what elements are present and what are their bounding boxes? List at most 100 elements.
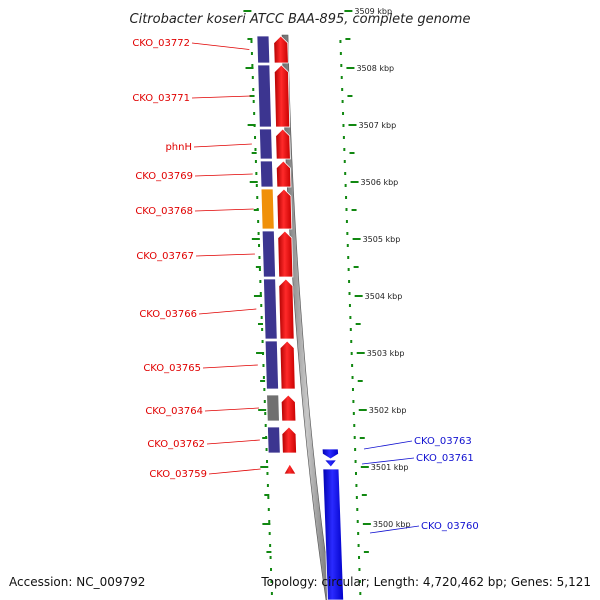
reverse-strand-track — [273, 35, 297, 475]
tick-mark — [346, 67, 355, 69]
tick-mark — [352, 238, 361, 240]
gene-label: CKO_03762 — [147, 439, 205, 450]
grid-dot — [352, 400, 355, 403]
tick-label: 3505 kbp — [363, 235, 401, 244]
tick-mark — [357, 380, 363, 382]
label-leader-line — [206, 439, 260, 445]
tick-mark — [245, 67, 254, 69]
grid-dot — [270, 568, 273, 571]
grid-dot — [341, 88, 344, 91]
gene-label: CKO_03771 — [132, 93, 190, 104]
gene-label: phnH — [165, 142, 192, 153]
grid-dot — [344, 172, 347, 175]
grid-dot — [350, 352, 353, 355]
grid-dot — [354, 448, 357, 451]
grid-dot — [260, 316, 263, 319]
grid-dot — [356, 520, 359, 523]
grid-dot — [355, 496, 358, 499]
genome-summary-text: Topology: circular; Length: 4,720,462 bp… — [261, 575, 591, 589]
grid-dot — [346, 232, 349, 235]
gene-label: CKO_03764 — [145, 406, 203, 417]
tick-label: 3504 kbp — [365, 292, 403, 301]
grid-dot — [353, 436, 356, 439]
reverse-gene-arrow — [278, 278, 295, 340]
cog-block — [261, 230, 276, 278]
tick-mark — [253, 295, 262, 297]
gene-label: CKO_03761 — [416, 453, 474, 464]
grid-dot — [358, 580, 361, 583]
reverse-gene-arrow — [276, 188, 293, 230]
grid-dot — [339, 40, 342, 43]
label-leader-line — [191, 95, 251, 99]
gene-label: CKO_03759 — [149, 469, 207, 480]
tick-mark — [344, 10, 353, 12]
grid-dot — [348, 304, 351, 307]
cog-block — [256, 35, 271, 64]
grid-dot — [340, 64, 343, 67]
tick-mark — [262, 523, 271, 525]
grid-dot — [353, 424, 356, 427]
tick-mark — [256, 352, 265, 354]
label-leader-line — [195, 253, 255, 257]
reverse-gene-arrow — [279, 340, 296, 390]
grid-dot — [257, 232, 260, 235]
reverse-gene-arrow — [275, 160, 292, 188]
grid-dot — [261, 328, 264, 331]
tick-mark — [257, 323, 263, 325]
grid-dot — [355, 484, 358, 487]
reverse-gene-arrow — [277, 230, 294, 278]
grid-dot — [252, 88, 255, 91]
tick-mark — [351, 209, 357, 211]
grid-dot — [342, 112, 345, 115]
grid-dot — [358, 556, 361, 559]
cog-block — [267, 426, 281, 454]
grid-dot — [266, 484, 269, 487]
label-leader-line — [204, 407, 260, 412]
tick-label: 3509 kbp — [354, 7, 392, 16]
gene-label: CKO_03766 — [139, 309, 197, 320]
tick-mark — [348, 124, 357, 126]
gene-label: CKO_03768 — [135, 206, 193, 217]
grid-dot — [351, 388, 354, 391]
forward-gene-block — [321, 448, 339, 460]
cog-block — [266, 394, 280, 422]
map-title: Citrobacter koseri ATCC BAA-895, complet… — [130, 12, 471, 27]
tick-mark — [260, 380, 266, 382]
grid-dot — [262, 364, 265, 367]
tick-mark — [251, 152, 257, 154]
label-leader-line — [369, 525, 420, 534]
grid-dot — [345, 208, 348, 211]
grid-dot — [250, 40, 253, 43]
grid-dot — [254, 160, 257, 163]
tick-mark — [356, 352, 365, 354]
tick-mark — [362, 523, 371, 525]
forward-strand-track — [321, 448, 345, 600]
grid-dot — [267, 496, 270, 499]
tick-label: 3501 kbp — [371, 463, 409, 472]
grid-dot — [354, 460, 357, 463]
grid-dot — [261, 340, 264, 343]
grid-dot — [268, 532, 271, 535]
reverse-gene-arrow — [275, 128, 291, 160]
cog-block — [259, 160, 274, 188]
forward-gene-block — [323, 459, 338, 468]
grid-dot — [256, 196, 259, 199]
label-leader-line — [191, 42, 250, 50]
grid-dot — [268, 520, 271, 523]
ruler-ticks: 3509 kbp 3508 kbp 3507 kbp 3506 kbp 3505 kbp… — [243, 7, 411, 553]
label-leader-line — [194, 208, 254, 212]
label-leader-line — [361, 457, 415, 465]
grid-dot — [349, 316, 352, 319]
grid-dot — [250, 52, 253, 55]
grid-dot — [251, 76, 254, 79]
tick-mark — [253, 209, 259, 211]
cog-block — [259, 128, 273, 160]
grid-dot — [352, 412, 355, 415]
grid-dot — [350, 340, 353, 343]
grid-dot — [264, 412, 267, 415]
grid-dot — [260, 304, 263, 307]
tick-mark — [262, 437, 268, 439]
tick-mark — [361, 494, 367, 496]
tick-label: 3500 kbp — [373, 520, 411, 529]
grid-dot — [342, 124, 345, 127]
